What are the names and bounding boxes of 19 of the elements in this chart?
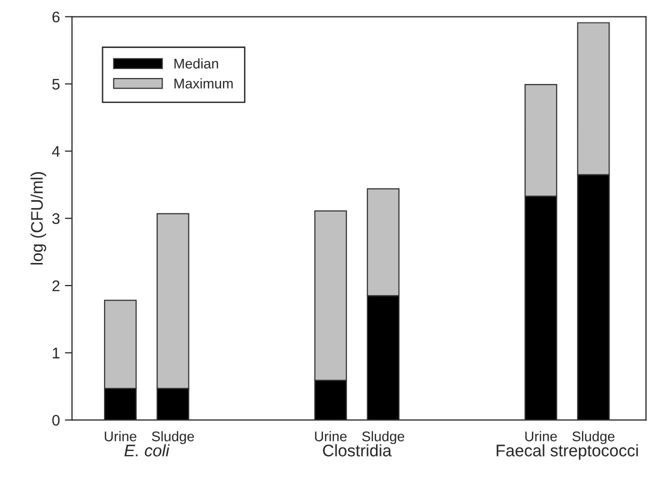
- y-tick-label: 0: [52, 414, 60, 426]
- y-axis-title: log (CFU/ml): [30, 172, 46, 264]
- y-tick-label: 5: [52, 78, 60, 90]
- text: Faecal streptococci: [496, 444, 638, 460]
- y-tick-label: 2: [52, 280, 60, 292]
- y-tick-label: 4: [52, 146, 60, 157]
- x-tick-label: Sludge: [362, 431, 404, 444]
- x-tick-label: Urine: [315, 431, 347, 442]
- legend-label: Median: [174, 58, 218, 69]
- x-tick-label: Sludge: [572, 431, 614, 444]
- x-tick-label: Sludge: [152, 431, 194, 444]
- text: E. coli: [124, 444, 170, 456]
- x-tick-label: Urine: [104, 431, 136, 442]
- text: Clostridia: [323, 444, 392, 456]
- y-tick-label: 1: [52, 348, 60, 358]
- y-tick-label: 6: [52, 12, 60, 22]
- y-tick-label: 3: [52, 213, 60, 224]
- legend-label: Maximum: [174, 78, 233, 88]
- x-tick-label: Urine: [525, 431, 557, 442]
